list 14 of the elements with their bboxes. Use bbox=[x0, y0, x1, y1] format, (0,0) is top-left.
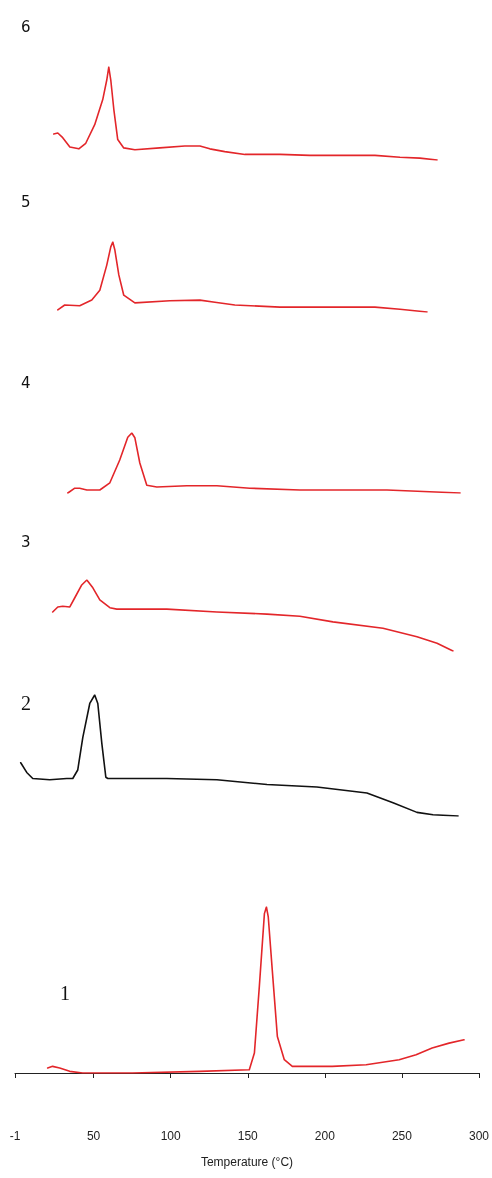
chart-title: 2 bbox=[21, 692, 31, 714]
x-tick-label: 100 bbox=[160, 1129, 182, 1143]
chart-title: 6 bbox=[21, 17, 31, 36]
chart-title: 5 bbox=[21, 192, 31, 211]
chart-title: 4 bbox=[21, 373, 31, 392]
x-tick-label: 50 bbox=[86, 1129, 101, 1143]
x-tick-label: 200 bbox=[314, 1129, 336, 1143]
x-tick-label: 300 bbox=[468, 1129, 490, 1143]
x-tick-label: 250 bbox=[391, 1129, 413, 1143]
x-tick-label: -1 bbox=[9, 1129, 21, 1143]
chart-title: 3 bbox=[21, 532, 31, 551]
text: 1 bbox=[60, 982, 70, 1004]
x-tick-label: 150 bbox=[237, 1129, 259, 1143]
x-axis-title: Temperature (°C) bbox=[200, 1155, 294, 1169]
